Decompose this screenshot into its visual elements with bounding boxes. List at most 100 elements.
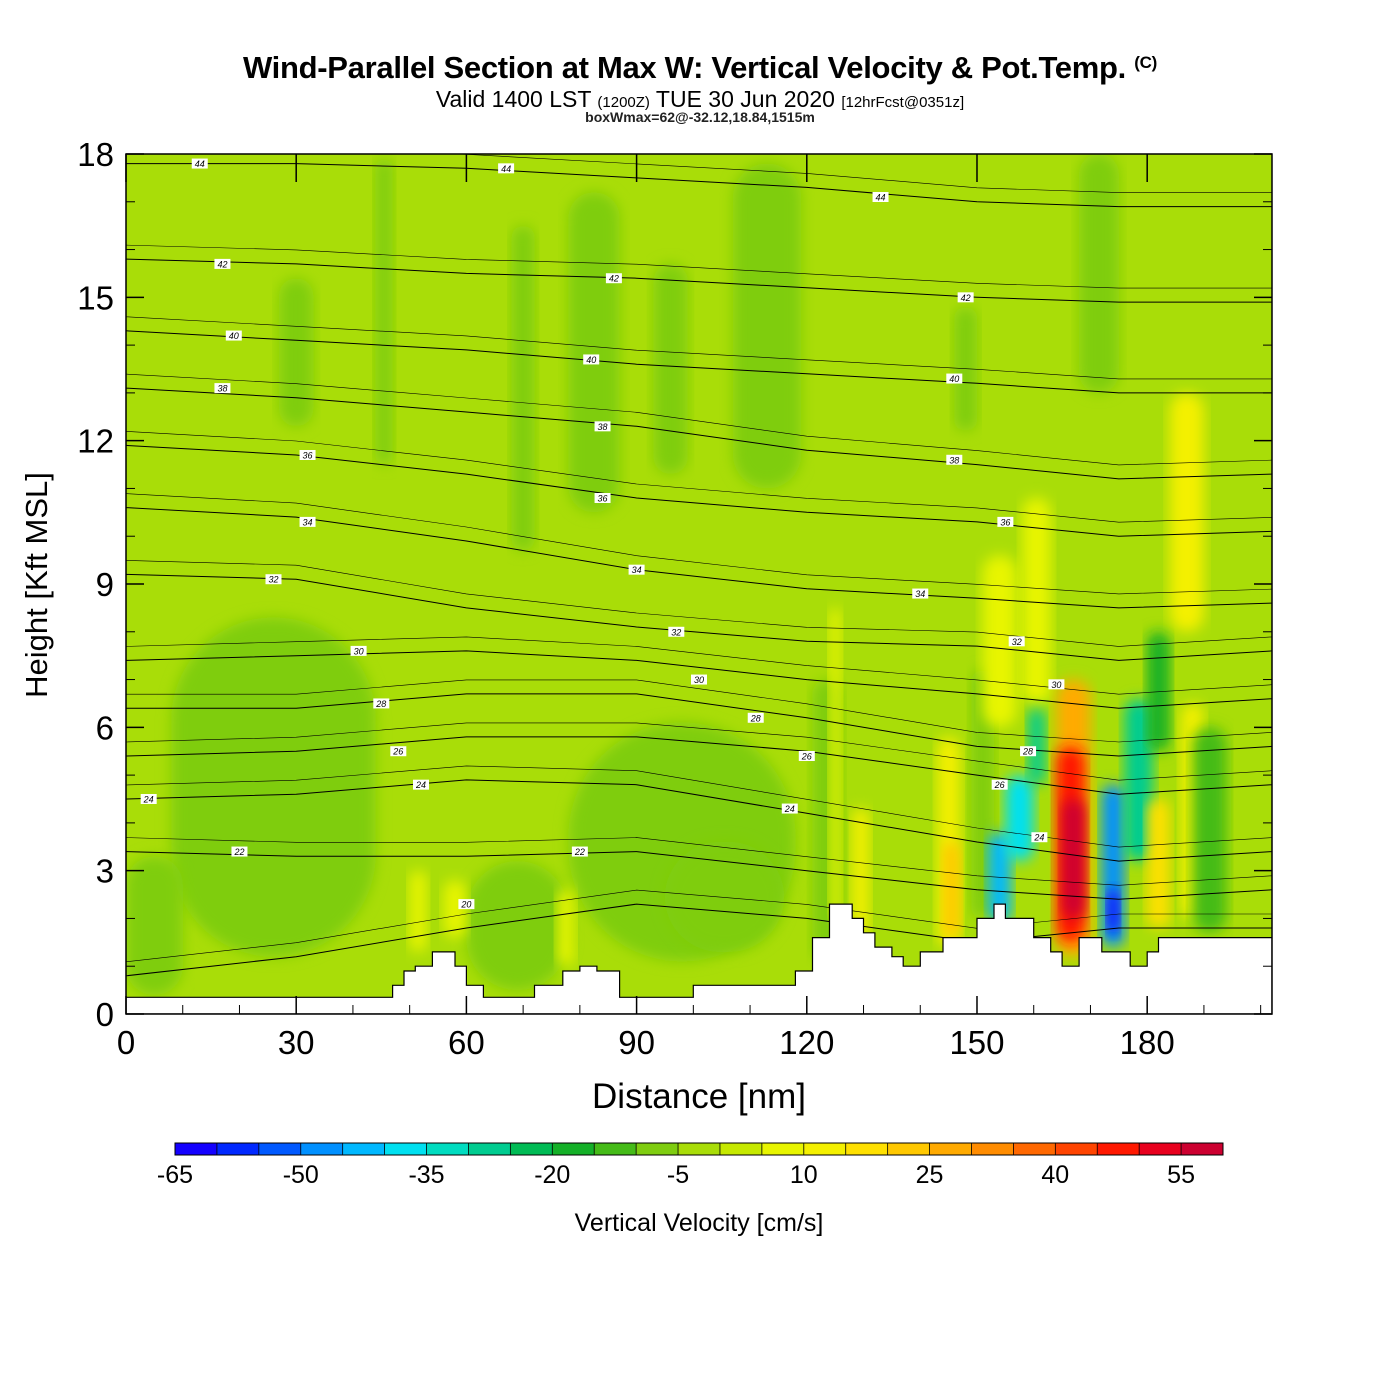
- theta-label: 38: [949, 455, 959, 465]
- theta-label-bg: [1020, 746, 1037, 757]
- theta-label-bg: [350, 645, 367, 656]
- velocity-cell: [511, 225, 535, 551]
- theta-line-minor: [126, 722, 1272, 781]
- theta-line: [126, 779, 1272, 862]
- theta-line: [126, 444, 1272, 537]
- theta-label-bg: [691, 674, 707, 685]
- theta-contours: [126, 154, 1272, 977]
- velocity-cell: [1107, 889, 1119, 933]
- velocity-cell: [852, 808, 870, 938]
- theta-line: [126, 573, 1272, 661]
- theta-label-bg: [299, 516, 316, 527]
- colorbar-tick-label: 25: [916, 1161, 944, 1189]
- velocity-cell: [1192, 727, 1227, 933]
- colorbar: -65 -50 -35 -20 -5 10 25 40 55: [157, 1142, 1224, 1189]
- theta-label-bg: [299, 450, 316, 460]
- colorbar-tick-label: -50: [283, 1161, 319, 1189]
- velocity-cell: [733, 163, 802, 489]
- velocity-cell: [1062, 799, 1085, 919]
- y-tick-label: 18: [77, 136, 114, 173]
- copyright-mark: (C): [1134, 53, 1157, 72]
- theta-label: 22: [574, 847, 585, 857]
- theta-label: 32: [268, 575, 278, 585]
- colorbar-tick-label: 40: [1041, 1161, 1069, 1189]
- chart-subtitle: Valid 1400 LST (1200Z) TUE 30 Jun 2020 […: [0, 86, 1400, 113]
- velocity-cell: [982, 555, 1017, 728]
- x-tick-label: 30: [278, 1024, 315, 1061]
- theta-label: 24: [784, 804, 795, 814]
- velocity-cell: [664, 842, 785, 952]
- colorbar-swatch: [1181, 1143, 1224, 1155]
- y-tick-label: 6: [96, 709, 114, 746]
- theta-label-bg: [1008, 636, 1025, 647]
- theta-label: 40: [949, 374, 959, 384]
- theta-label: 28: [750, 713, 761, 723]
- theta-label: 32: [671, 627, 681, 637]
- terrain-mask: [126, 903, 1272, 1014]
- colorbar-swatch: [1097, 1143, 1140, 1155]
- theta-label: 26: [994, 780, 1005, 790]
- theta-line-minor: [126, 560, 1272, 647]
- colorbar-swatch: [803, 1143, 847, 1155]
- theta-line: [126, 330, 1272, 394]
- theta-label-bg: [594, 421, 611, 432]
- theta-label: 38: [217, 384, 227, 394]
- theta-label: 30: [694, 675, 704, 685]
- theta-line-minor: [126, 493, 1272, 595]
- theta-line-minor: [126, 636, 1272, 695]
- theta-label-bg: [458, 899, 475, 910]
- x-axis-label: Distance [nm]: [592, 1077, 806, 1116]
- velocity-cell: [409, 870, 427, 952]
- velocity-cell: [375, 158, 393, 465]
- theta-label-bg: [594, 493, 611, 503]
- theta-label-bg: [225, 330, 242, 341]
- colorbar-label: Vertical Velocity [cm/s]: [575, 1209, 824, 1237]
- colorbar-swatch: [845, 1143, 889, 1155]
- theta-label: 34: [915, 589, 925, 599]
- colorbar-swatch: [1139, 1143, 1182, 1155]
- theta-line-minor: [126, 679, 1272, 743]
- chart-title-text: Wind-Parallel Section at Max W: Vertical…: [243, 50, 1126, 85]
- colorbar-swatch: [258, 1143, 302, 1155]
- theta-line: [126, 387, 1272, 480]
- x-tick-label: 90: [618, 1024, 655, 1061]
- theta-line-minor: [126, 837, 1272, 886]
- theta-label-bg: [997, 516, 1014, 527]
- velocity-cell: [279, 278, 314, 427]
- velocity-cell: [1147, 799, 1170, 928]
- theta-label-bg: [390, 746, 407, 757]
- theta-label-bg: [571, 846, 588, 857]
- terrain: [126, 903, 1272, 1014]
- theta-label-bg: [946, 454, 963, 465]
- colorbar-swatch: [594, 1143, 637, 1155]
- velocity-cell: [568, 192, 620, 513]
- velocity-cell: [1169, 392, 1204, 632]
- theta-label: 44: [876, 193, 886, 203]
- theta-line: [126, 163, 1272, 208]
- theta-label-bg: [214, 383, 231, 394]
- theta-label: 24: [415, 780, 426, 790]
- theta-line-minor: [126, 373, 1272, 466]
- velocity-cell: [1022, 498, 1051, 704]
- colorbar-swatch: [300, 1143, 344, 1155]
- theta-label-bg: [628, 564, 645, 575]
- theta-label: 28: [375, 699, 386, 709]
- theta-label-bg: [265, 574, 282, 585]
- velocity-cell: [466, 861, 569, 991]
- colorbar-swatch: [384, 1143, 428, 1155]
- colorbar-swatch: [1013, 1143, 1056, 1155]
- colorbar-swatch: [1055, 1143, 1098, 1155]
- theta-line-minor: [126, 244, 1272, 289]
- theta-label-bg: [373, 698, 390, 709]
- theta-label-bg: [214, 258, 231, 269]
- theta-label: 24: [1033, 833, 1044, 843]
- theta-line: [126, 693, 1272, 757]
- colorbar-swatch: [719, 1143, 763, 1155]
- theta-line: [126, 507, 1272, 609]
- utc-time: (1200Z): [597, 94, 650, 111]
- theta-line: [126, 736, 1272, 795]
- theta-label-bg: [957, 292, 974, 303]
- theta-label: 30: [354, 646, 364, 656]
- velocity-cell: [988, 832, 1012, 924]
